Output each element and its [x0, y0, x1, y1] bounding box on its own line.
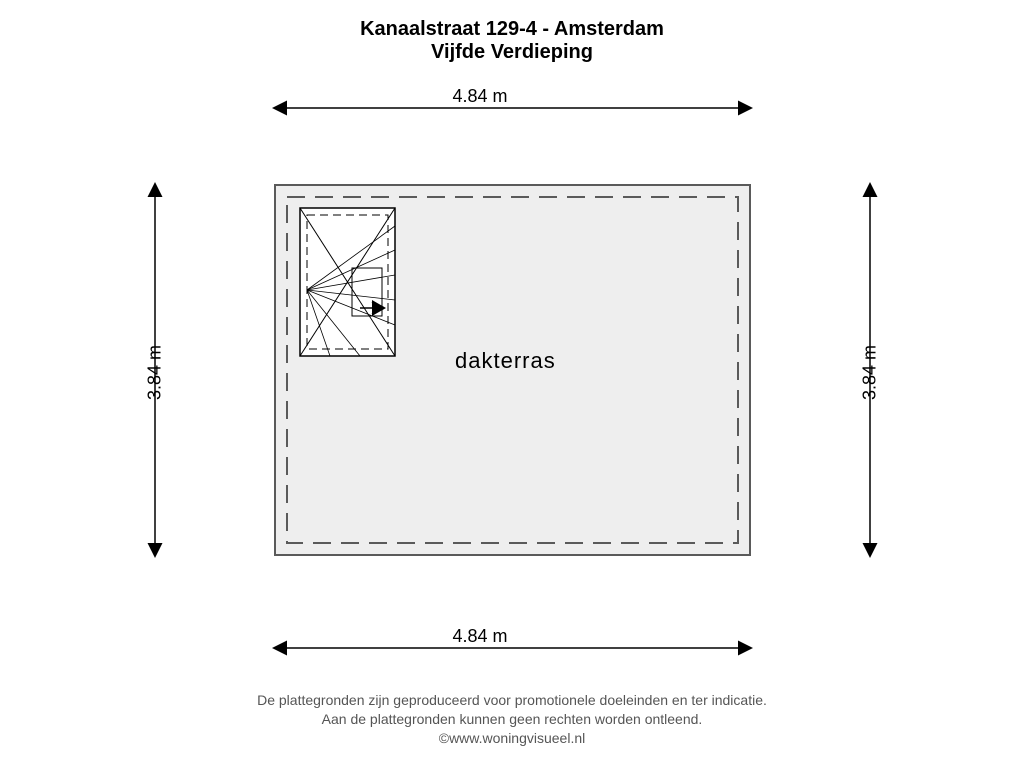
- stair-symbol: [300, 208, 395, 356]
- footer-line-1: De plattegronden zijn geproduceerd voor …: [0, 691, 1024, 710]
- footer-block: De plattegronden zijn geproduceerd voor …: [0, 691, 1024, 748]
- dim-label-top: 4.84 m: [445, 86, 515, 107]
- dim-label-bottom: 4.84 m: [445, 626, 515, 647]
- dim-label-right: 3.84 m: [860, 333, 881, 413]
- room-label: dakterras: [455, 348, 556, 374]
- footer-line-2: Aan de plattegronden kunnen geen rechten…: [0, 710, 1024, 729]
- dim-label-left: 3.84 m: [145, 333, 166, 413]
- footer-line-3: ©www.woningvisueel.nl: [0, 729, 1024, 748]
